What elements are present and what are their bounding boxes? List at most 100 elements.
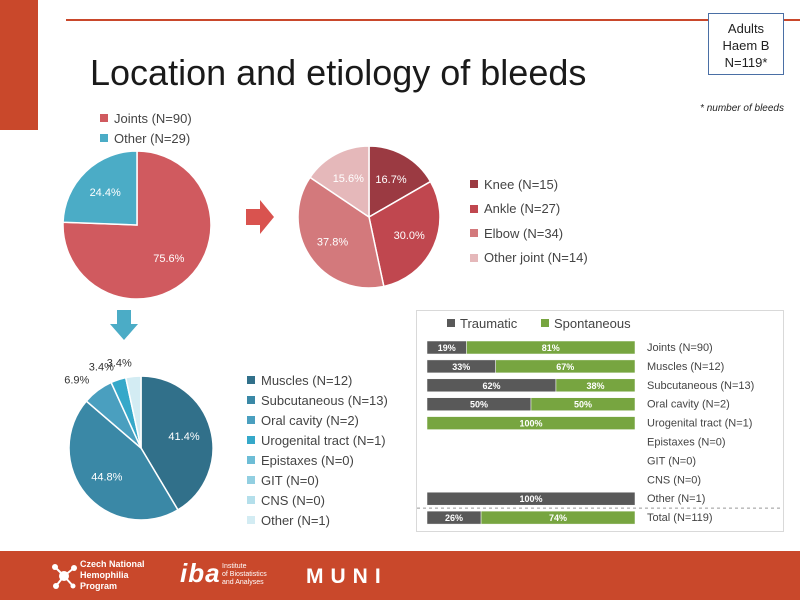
iba-line-3: and Analyses xyxy=(222,579,264,586)
joints-legend: Knee (N=15) Ankle (N=27) Elbow (N=34) Ot… xyxy=(470,172,588,270)
bar-value-label: 26% xyxy=(445,513,463,523)
legend-swatch xyxy=(247,456,255,464)
pie-slice xyxy=(140,375,214,511)
legend-swatch xyxy=(541,319,549,327)
category-label: Joints (N=90) xyxy=(647,342,713,354)
muni-logo: MUNI xyxy=(306,565,388,588)
bar-value-label: 50% xyxy=(574,400,592,410)
legend-item: Other (N=29) xyxy=(100,128,192,148)
bar-segment xyxy=(426,491,636,506)
bar-value-label: 74% xyxy=(549,513,567,523)
pie-value-label: 37.8% xyxy=(317,237,348,249)
legend-label: Traumatic xyxy=(460,316,518,331)
pie-value-label: 3.4% xyxy=(89,361,114,373)
category-label: Muscles (N=12) xyxy=(647,361,724,373)
legend-item: Other joint (N=14) xyxy=(470,246,588,271)
category-label: Oral cavity (N=2) xyxy=(647,399,730,411)
pie-slice xyxy=(368,180,441,288)
etiology-bar-panel: Traumatic Spontaneous 19% 81% Joints (N=90) 3… xyxy=(416,310,784,532)
legend-item: Urogenital tract (N=1) xyxy=(247,430,388,450)
bar-value-label: 19% xyxy=(438,343,456,353)
overall-pie-chart: 75.6% 24.4% xyxy=(62,150,212,300)
legend-swatch xyxy=(470,204,478,213)
cz-line-2: Hemophilia xyxy=(80,570,129,580)
legend-swatch xyxy=(247,476,255,484)
pie-slice xyxy=(297,176,385,289)
legend-swatch xyxy=(447,319,455,327)
bar-value-label: 33% xyxy=(452,362,470,372)
molecule-logo-icon xyxy=(52,564,77,589)
population-badge: Adults Haem B N=119* xyxy=(708,13,784,75)
legend-label: Epistaxes (N=0) xyxy=(261,452,354,468)
pie-value-label: 3.4% xyxy=(107,357,132,369)
pie-slice xyxy=(309,145,370,219)
pie-slice xyxy=(368,145,432,219)
bar-segment xyxy=(426,416,636,430)
bar-segment xyxy=(555,378,636,393)
legend-label: Knee (N=15) xyxy=(484,176,559,192)
legend-label: Ankle (N=27) xyxy=(484,201,561,217)
legend-item: CNS (N=0) xyxy=(247,490,388,510)
joints-pie-chart: 16.7% 30.0% 37.8% 15.6% xyxy=(297,145,441,289)
bar-value-label: 100% xyxy=(519,494,542,504)
cz-line-3: Program xyxy=(80,581,118,591)
legend-item: Oral cavity (N=2) xyxy=(247,410,388,430)
pie-value-label: 30.0% xyxy=(394,230,425,242)
legend-label: Other (N=1) xyxy=(261,512,330,528)
footnote: * number of bleeds xyxy=(700,103,784,114)
pie-value-label: 44.8% xyxy=(91,472,122,484)
bar-value-label: 67% xyxy=(556,362,574,372)
legend-label: Spontaneous xyxy=(554,316,631,331)
accent-bar xyxy=(0,0,38,130)
category-label: Total (N=119) xyxy=(647,512,713,524)
category-label: Urogenital tract (N=1) xyxy=(647,418,752,430)
pie-slice xyxy=(62,150,138,226)
other-pie-chart: 41.4%44.8%6.9%3.4%3.4% xyxy=(64,357,214,520)
legend-label: Joints (N=90) xyxy=(114,110,192,126)
legend-item: Elbow (N=34) xyxy=(470,221,588,246)
legend-swatch xyxy=(247,396,255,404)
legend-item: Other (N=1) xyxy=(247,510,388,530)
footer: Czech National Hemophilia Program iba In… xyxy=(0,551,800,600)
arrow-right-icon xyxy=(246,200,274,234)
legend-item: GIT (N=0) xyxy=(247,470,388,490)
legend-label: Elbow (N=34) xyxy=(484,225,564,241)
category-label: GIT (N=0) xyxy=(647,455,696,467)
bar-segment xyxy=(495,359,636,374)
arrow-down-icon xyxy=(110,310,138,340)
iba-line-2: of Biostatistics xyxy=(222,571,267,578)
legend-label: Other joint (N=14) xyxy=(484,250,588,266)
pie-slice xyxy=(124,375,142,449)
other-legend: Muscles (N=12) Subcutaneous (N=13) Oral … xyxy=(247,370,388,530)
bar-segment xyxy=(466,340,636,355)
legend-label: GIT (N=0) xyxy=(261,472,319,488)
badge-line-3: N=119* xyxy=(724,55,768,70)
pie-value-label: 41.4% xyxy=(168,431,199,443)
legend-swatch xyxy=(247,376,255,384)
etiology-bar-chart: Traumatic Spontaneous 19% 81% Joints (N=90) 3… xyxy=(417,316,783,525)
legend-label: Subcutaneous (N=13) xyxy=(261,392,388,408)
bar-segment xyxy=(530,397,636,411)
legend-item: Epistaxes (N=0) xyxy=(247,450,388,470)
bar-legend-item: Spontaneous xyxy=(541,316,631,331)
legend-swatch xyxy=(470,229,478,238)
legend-swatch xyxy=(100,114,108,122)
legend-item: Knee (N=15) xyxy=(470,172,588,197)
pie-value-label: 75.6% xyxy=(153,253,184,265)
category-label: Epistaxes (N=0) xyxy=(647,437,726,449)
slide-title: Location and etiology of bleeds xyxy=(90,52,587,93)
legend-item: Joints (N=90) xyxy=(100,108,192,128)
legend-label: Oral cavity (N=2) xyxy=(261,412,359,428)
legend-label: CNS (N=0) xyxy=(261,492,325,508)
bar-value-label: 62% xyxy=(482,381,500,391)
pie-value-label: 15.6% xyxy=(333,173,364,185)
bar-segment xyxy=(480,510,636,525)
legend-swatch xyxy=(247,516,255,524)
bar-value-label: 81% xyxy=(542,343,560,353)
legend-item: Ankle (N=27) xyxy=(470,197,588,222)
legend-swatch xyxy=(470,180,478,189)
legend-swatch xyxy=(247,496,255,504)
legend-swatch xyxy=(247,416,255,424)
cz-line-1: Czech National xyxy=(80,559,145,569)
bar-value-label: 100% xyxy=(519,419,542,429)
